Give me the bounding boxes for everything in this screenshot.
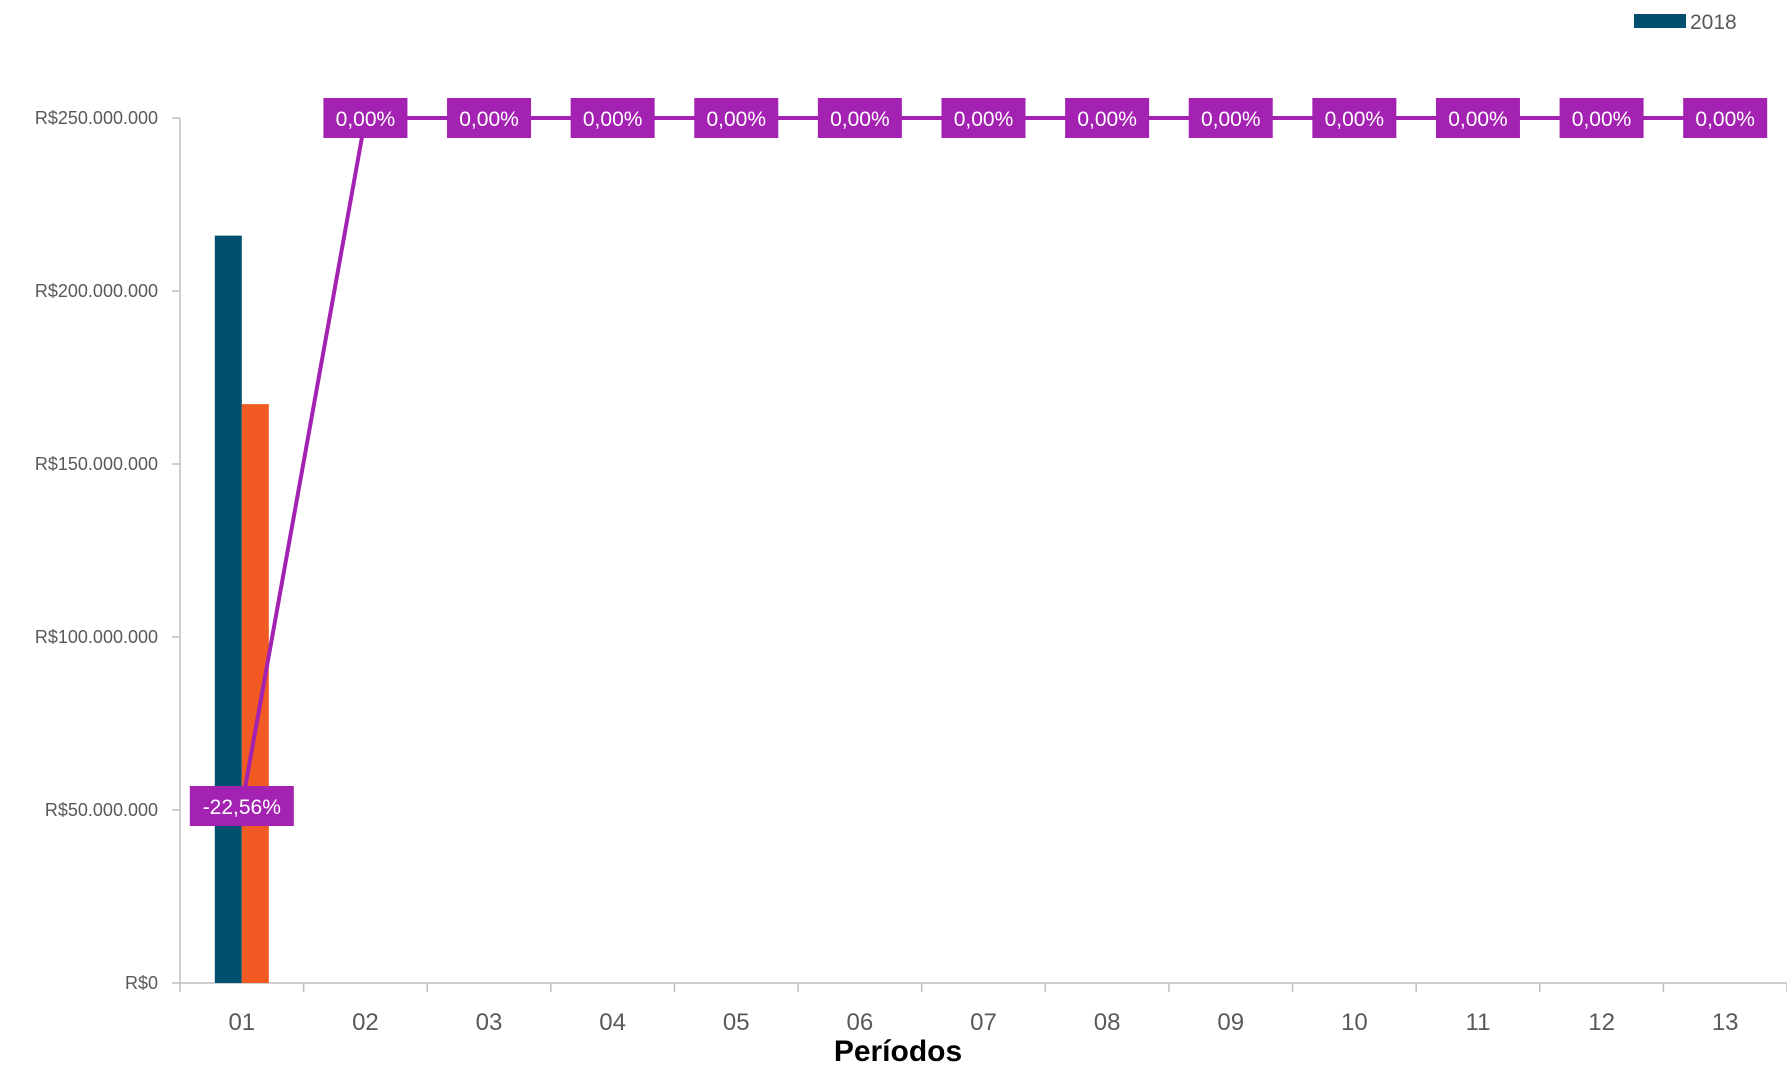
y-tick-label: R$50.000.000 <box>45 800 158 820</box>
data-labels: -22,56% 0,00% 0,00% 0,00% 0,00% 0,00% 0,00% 0,0… <box>189 98 1768 827</box>
x-tick-label: 06 <box>847 1009 874 1036</box>
data-label-box <box>1312 98 1397 138</box>
data-label-box <box>447 98 532 138</box>
x-tick-label: 01 <box>228 1009 255 1036</box>
x-tick-label: 07 <box>970 1009 997 1036</box>
data-label: 0,00% <box>706 108 766 131</box>
data-label-box <box>570 98 655 138</box>
data-label-box <box>189 786 294 827</box>
data-label: 0,00% <box>583 108 643 131</box>
legend: 2018 <box>1634 11 1737 34</box>
data-label-box <box>1188 98 1273 138</box>
x-tick-label: 13 <box>1712 1009 1739 1036</box>
data-label: 0,00% <box>459 108 519 131</box>
y-tick-label: R$150.000.000 <box>35 454 158 474</box>
data-label: 0,00% <box>1572 108 1632 131</box>
x-tick-label: 08 <box>1094 1009 1121 1036</box>
x-tick-label: 10 <box>1341 1009 1368 1036</box>
x-tick-label: 03 <box>476 1009 503 1036</box>
axes: R$0 R$50.000.000 R$100.000.000 R$150.000.00… <box>35 108 1787 1036</box>
data-label-box <box>1559 98 1644 138</box>
x-axis-title: Períodos <box>834 1035 962 1068</box>
data-label-box <box>1065 98 1150 138</box>
data-label: 0,00% <box>1695 108 1755 131</box>
legend-swatch <box>1634 14 1686 28</box>
data-label-box <box>817 98 902 138</box>
data-label-box <box>1435 98 1520 138</box>
change-line <box>239 116 1726 807</box>
y-tick-label: R$250.000.000 <box>35 108 158 128</box>
change-line-series <box>239 116 1726 807</box>
bar <box>241 404 269 984</box>
data-label-box <box>694 98 779 138</box>
bar <box>214 235 242 983</box>
x-tick-label: 11 <box>1466 1009 1491 1036</box>
data-label-box <box>941 98 1026 138</box>
x-tick-label: 12 <box>1588 1009 1615 1036</box>
data-label: 0,00% <box>336 108 396 131</box>
data-label: 0,00% <box>1077 108 1137 131</box>
data-label: -22,56% <box>203 796 281 819</box>
y-tick-label: R$200.000.000 <box>35 281 158 301</box>
data-label: 0,00% <box>1325 108 1385 131</box>
y-tick-label: R$0 <box>125 973 158 993</box>
x-tick-label: 05 <box>723 1009 750 1036</box>
data-label-box <box>1683 98 1768 138</box>
data-label: 0,00% <box>830 108 890 131</box>
data-label-box <box>323 98 408 138</box>
y-tick-label: R$100.000.000 <box>35 627 158 647</box>
data-label: 0,00% <box>1448 108 1508 131</box>
x-tick-label: 09 <box>1217 1009 1244 1036</box>
x-tick-label: 04 <box>599 1009 626 1036</box>
data-label: 0,00% <box>1201 108 1261 131</box>
legend-label: 2018 <box>1690 11 1737 34</box>
x-tick-label: 02 <box>352 1009 379 1036</box>
data-label: 0,00% <box>954 108 1014 131</box>
bars <box>214 235 269 984</box>
